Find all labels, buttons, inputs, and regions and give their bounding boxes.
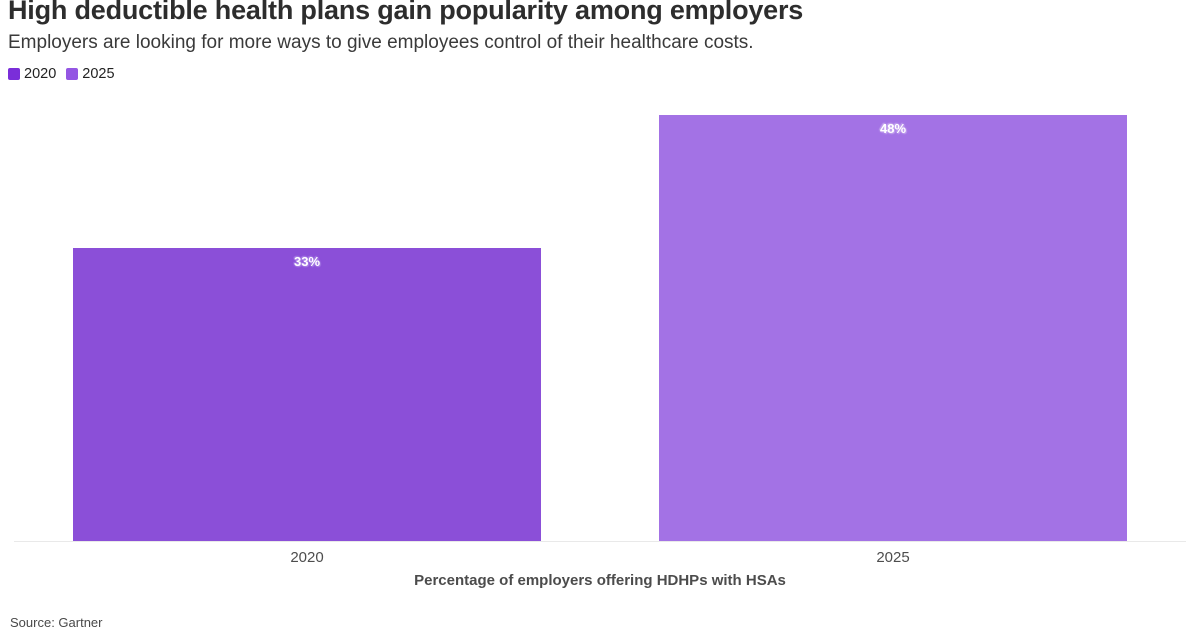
x-axis-title: Percentage of employers offering HDHPs w… xyxy=(414,572,786,589)
legend-item-2020: 2020 xyxy=(8,66,56,82)
legend-swatch-2025-icon xyxy=(66,68,79,80)
x-tick-label-2020: 2020 xyxy=(290,549,324,566)
legend-swatch-2020-icon xyxy=(8,68,20,80)
bar-2020: 33% xyxy=(73,248,541,541)
chart-subtitle: Employers are looking for more ways to g… xyxy=(8,32,754,53)
legend-label-2020: 2020 xyxy=(24,66,57,82)
legend-label-2025: 2025 xyxy=(82,66,115,82)
bar-2025: 48% xyxy=(659,115,1127,541)
bar-value-label-2020: 33% xyxy=(293,254,321,269)
bar-value-label-2025: 48% xyxy=(879,121,907,136)
legend-item-2025: 2025 xyxy=(66,66,115,82)
x-axis-line xyxy=(14,541,1186,542)
chart-title: High deductible health plans gain popula… xyxy=(8,0,804,25)
legend: 2020 2025 xyxy=(0,66,1200,82)
x-tick-label-2025: 2025 xyxy=(876,549,910,566)
source-note: Source: Gartner xyxy=(10,615,103,630)
